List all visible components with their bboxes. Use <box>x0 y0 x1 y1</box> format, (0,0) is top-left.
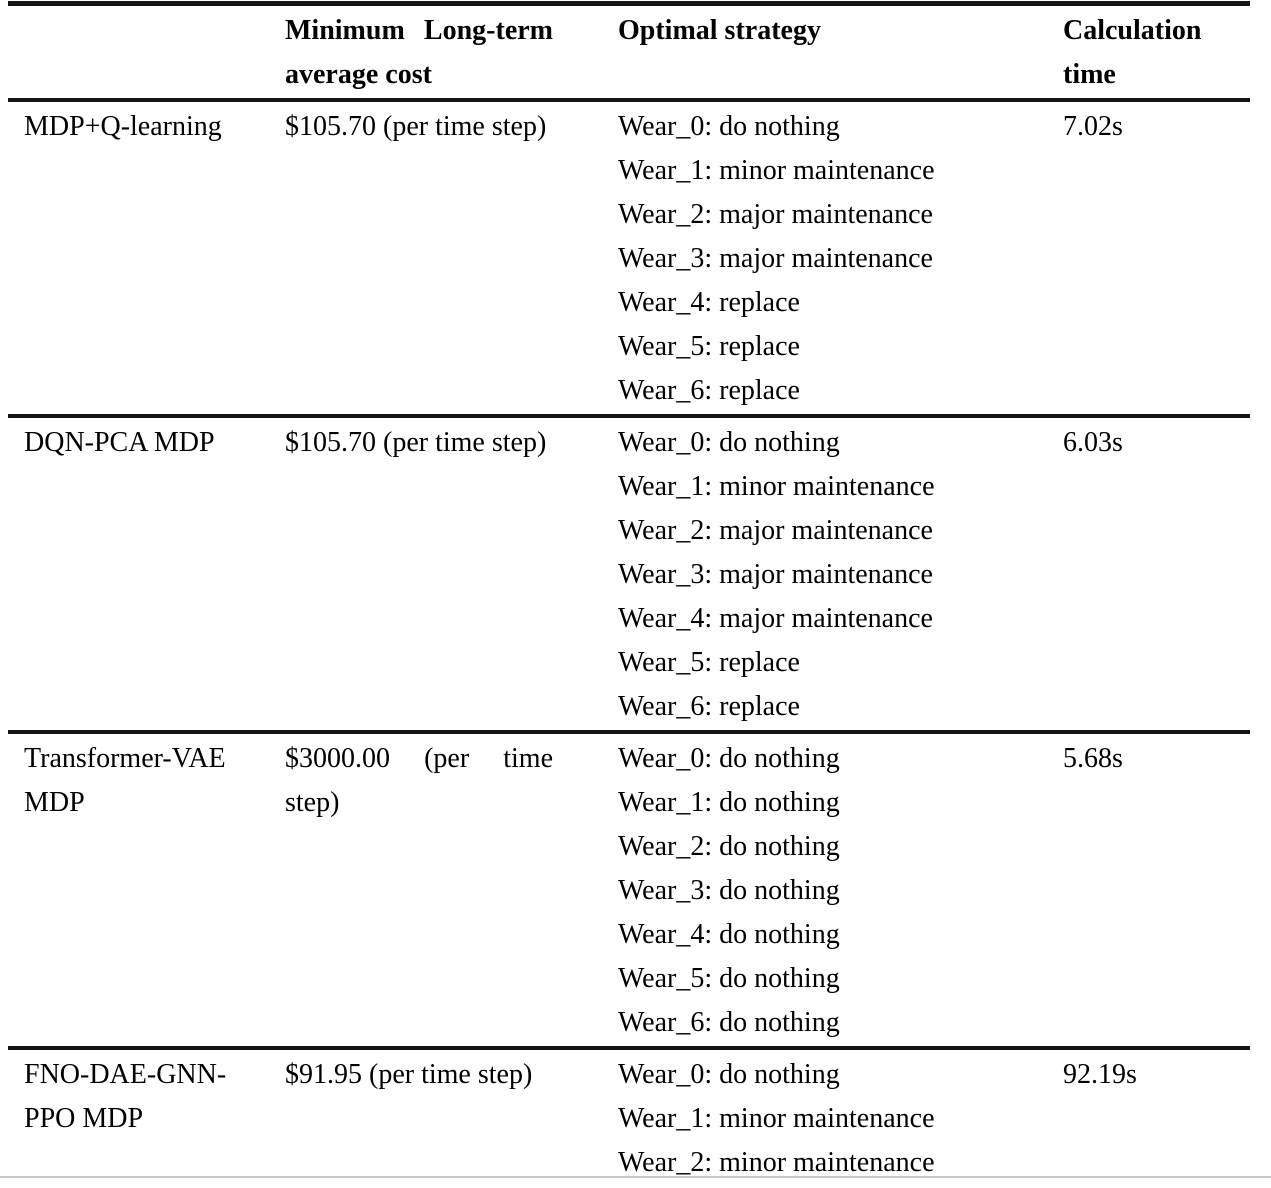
method-name: FNO-DAE-GNN-PPO MDP <box>24 1059 227 1134</box>
strategy-cell: Wear_0: do nothing Wear_1: do nothing We… <box>618 732 1063 1048</box>
method-name: Transformer-VAE MDP <box>24 743 226 818</box>
header-calculation-time: Calculation time <box>1063 15 1202 90</box>
results-table: Minimum Long-term average cost Optimal s… <box>8 1 1250 1186</box>
strategy-line: Wear_3: major maintenance <box>618 559 933 590</box>
strategy-cell: Wear_0: do nothing Wear_1: minor mainten… <box>618 1048 1063 1186</box>
strategy-line: Wear_5: do nothing <box>618 963 840 994</box>
table-row-transformer-vae-mdp: Transformer-VAE MDP $3000.00 (per time s… <box>8 732 1250 1048</box>
strategy-line: Wear_4: major maintenance <box>618 603 933 634</box>
page-bottom-divider <box>0 1176 1271 1178</box>
calc-time-cell: 6.03s <box>1063 427 1123 458</box>
header-min-cost: Minimum Long-term average cost <box>285 4 618 101</box>
strategy-line: Wear_6: replace <box>618 375 800 406</box>
strategy-cell: Wear_0: do nothing Wear_1: minor mainten… <box>618 100 1063 416</box>
method-cell: DQN-PCA MDP <box>8 416 285 732</box>
cost-cell: $91.95 (per time step) <box>285 1048 618 1186</box>
table-row-fno-dae-gnn-ppo-mdp: FNO-DAE-GNN-PPO MDP $91.95 (per time ste… <box>8 1048 1250 1186</box>
header-optimal-strategy: Optimal strategy <box>618 15 821 46</box>
table-row-dqn-pca-mdp: DQN-PCA MDP $105.70 (per time step) Wear… <box>8 416 1250 732</box>
strategy-line: Wear_1: minor maintenance <box>618 155 935 186</box>
cost-value: $3000.00 (per time step) <box>285 743 553 818</box>
strategy-line: Wear_2: major maintenance <box>618 199 933 230</box>
calc-time-cell: 92.19s <box>1063 1059 1137 1090</box>
strategy-line: Wear_3: major maintenance <box>618 243 933 274</box>
strategy-line: Wear_2: major maintenance <box>618 515 933 546</box>
strategy-line: Wear_1: minor maintenance <box>618 471 935 502</box>
strategy-line: Wear_3: do nothing <box>618 875 840 906</box>
strategy-line: Wear_1: minor maintenance <box>618 1103 935 1134</box>
cost-value: $105.70 (per time step) <box>285 427 547 458</box>
method-cell: FNO-DAE-GNN-PPO MDP <box>8 1048 285 1186</box>
strategy-line: Wear_6: replace <box>618 691 800 722</box>
method-name: MDP+Q-learning <box>24 111 222 142</box>
method-cell: Transformer-VAE MDP <box>8 732 285 1048</box>
method-name: DQN-PCA MDP <box>24 427 215 458</box>
strategy-line: Wear_1: do nothing <box>618 787 840 818</box>
strategy-line: Wear_4: replace <box>618 287 800 318</box>
table-header-row: Minimum Long-term average cost Optimal s… <box>8 4 1250 101</box>
strategy-line: Wear_2: do nothing <box>618 831 840 862</box>
cost-value: $91.95 (per time step) <box>285 1059 533 1090</box>
strategy-line: Wear_0: do nothing <box>618 427 840 458</box>
strategy-line: Wear_4: do nothing <box>618 919 840 950</box>
cost-value: $105.70 (per time step) <box>285 111 547 142</box>
strategy-line: Wear_5: replace <box>618 331 800 362</box>
calc-time-cell: 5.68s <box>1063 743 1123 774</box>
cost-cell: $105.70 (per time step) <box>285 416 618 732</box>
strategy-line: Wear_0: do nothing <box>618 111 840 142</box>
strategy-line: Wear_5: replace <box>618 647 800 678</box>
strategy-line: Wear_2: minor maintenance <box>618 1147 935 1178</box>
calc-time-cell: 7.02s <box>1063 111 1123 142</box>
cost-cell: $3000.00 (per time step) <box>285 732 618 1048</box>
header-min-cost-label: Minimum Long-term average cost <box>285 15 553 90</box>
strategy-line: Wear_0: do nothing <box>618 743 840 774</box>
table-row-mdp-q-learning: MDP+Q-learning $105.70 (per time step) W… <box>8 100 1250 416</box>
strategy-line: Wear_0: do nothing <box>618 1059 840 1090</box>
header-method <box>8 4 285 101</box>
strategy-line: Wear_6: do nothing <box>618 1007 840 1038</box>
cost-cell: $105.70 (per time step) <box>285 100 618 416</box>
strategy-cell: Wear_0: do nothing Wear_1: minor mainten… <box>618 416 1063 732</box>
method-cell: MDP+Q-learning <box>8 100 285 416</box>
